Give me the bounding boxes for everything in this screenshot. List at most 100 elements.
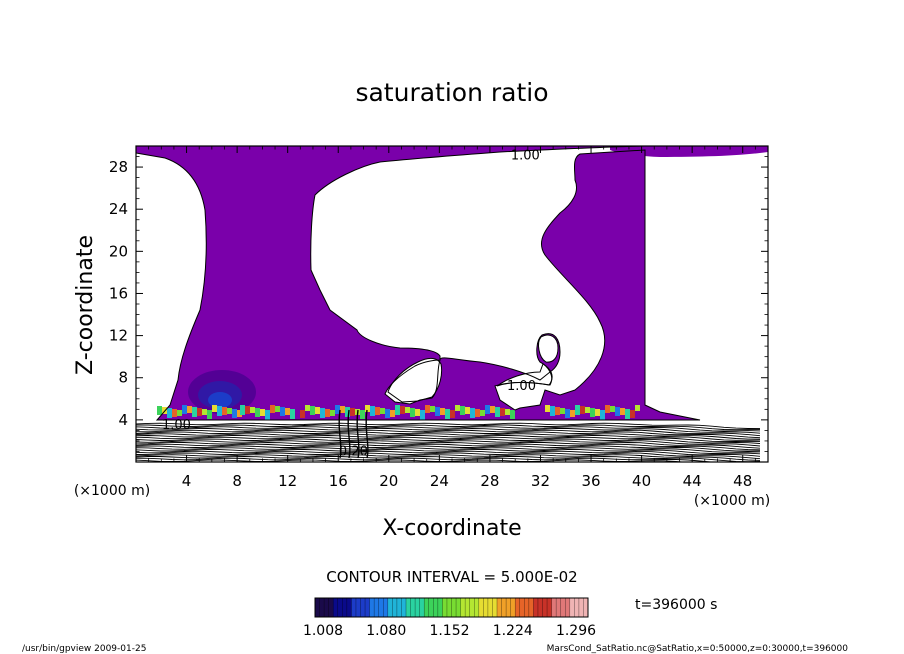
colorbar-cell (383, 598, 389, 617)
surface-shading-cell (237, 410, 242, 417)
contour-line (136, 422, 761, 429)
colorbar-tick-label: 1.224 (493, 623, 533, 639)
y-axis-label: Z-coordinate (73, 235, 98, 375)
surface-shading-cell (197, 408, 202, 416)
surface-shading-cell (510, 410, 515, 419)
surface-shading-cell (207, 410, 212, 419)
surface-shading-cell (400, 406, 405, 414)
colorbar-cell (478, 598, 484, 617)
colorbar-cell (446, 598, 452, 617)
x-tick-label: 40 (632, 472, 651, 490)
colorbar-cell (428, 598, 434, 617)
contour-line (136, 428, 761, 434)
surface-shading-cell (490, 406, 495, 413)
y-tick-label: 20 (109, 242, 128, 260)
surface-shading-cell (370, 406, 375, 416)
colorbar-cell (460, 598, 466, 617)
surface-shading-cell (202, 409, 207, 415)
surface-shading-cell (315, 407, 320, 414)
surface-shading-cell (605, 405, 610, 413)
contour-line (136, 452, 761, 460)
colorbar-cell (519, 598, 525, 617)
surface-shading-cell (565, 409, 570, 418)
surface-shading-cell (405, 407, 410, 413)
surface-shading-cell (177, 410, 182, 416)
surface-shading-cell (480, 410, 485, 416)
colorbar-cell (497, 598, 503, 617)
colorbar-cell (442, 598, 448, 617)
y-tick-label: 12 (109, 327, 128, 345)
surface-shading-cell (475, 409, 480, 417)
contour-line (365, 409, 369, 459)
surface-shading-cell (245, 406, 250, 414)
x-tick-label: 20 (379, 472, 398, 490)
surface-shading-cell (325, 409, 330, 417)
contour-line (136, 429, 761, 437)
surface-shading-cell (345, 407, 350, 417)
surface-shading-cell (285, 408, 290, 415)
surface-shading-cell (232, 409, 237, 418)
surface-shading-cell (350, 408, 355, 416)
contour-line (136, 435, 761, 441)
colorbar-cell (533, 598, 539, 617)
contour-labels: 1.00 1.00 1.00 0.20 (162, 148, 540, 459)
surface-shading-cell (335, 405, 340, 414)
surface-shading-cell (280, 407, 285, 416)
shading-core-inner (208, 392, 232, 408)
colorbar-cell (574, 598, 580, 617)
colorbar-cell (374, 598, 380, 617)
surface-shading-cell (495, 407, 500, 417)
x-axis-label: X-coordinate (382, 516, 521, 541)
surface-shading-cell (187, 406, 192, 413)
supersaturation-region-top-right (610, 146, 768, 157)
contour-line-1.00 (136, 146, 701, 421)
surface-shading-cell (375, 407, 380, 415)
colorbar-cell (510, 598, 516, 617)
colorbar-cell (351, 598, 357, 617)
colorbar-cell (451, 598, 457, 617)
surface-shading-cell (192, 407, 197, 417)
y-tick-label: 16 (109, 284, 128, 302)
surface-shading-cell (550, 406, 555, 416)
surface-shading-cell (440, 408, 445, 415)
chart-title: saturation ratio (355, 78, 548, 107)
colorbar-tick-label: 1.008 (303, 623, 343, 639)
footer-program: /usr/bin/gpview 2009-01-25 (22, 644, 146, 654)
colorbar-ticks: 1.008 1.080 1.152 1.224 1.296 (303, 623, 596, 639)
contour-label: 1.00 (162, 418, 191, 433)
colorbar-tick-label: 1.152 (429, 623, 469, 639)
contour-line (136, 454, 761, 461)
colorbar-cell (410, 598, 416, 617)
surface-shading-cell (240, 405, 245, 415)
colorbar-cell (406, 598, 412, 617)
surface-shading-cell (385, 409, 390, 418)
surface-shading-cell (410, 408, 415, 417)
surface-shading-cell (212, 405, 217, 412)
colorbar-frame (314, 597, 589, 618)
colorbar-cell (487, 598, 493, 617)
surface-shading-cell (450, 410, 455, 418)
colorbar-cell (469, 598, 475, 617)
colorbar-cell (419, 598, 425, 617)
subsaturated-hole-small (538, 334, 559, 363)
colorbar-cell (583, 598, 589, 617)
colorbar-cell (483, 598, 489, 617)
surface-shading-cell (585, 407, 590, 413)
x-tick-label: 44 (683, 472, 702, 490)
surface-shading-cell (365, 405, 370, 412)
subsaturated-region-right (645, 160, 768, 420)
colorbar-cell (415, 598, 421, 617)
surface-shading-cell (485, 405, 490, 414)
surface-shading-cell (330, 410, 335, 416)
surface-shading-cell (310, 406, 315, 415)
surface-shading-cell (340, 406, 345, 413)
colorbar-cell (492, 598, 498, 617)
colorbar-cell (474, 598, 480, 617)
surface-shading-cell (500, 408, 505, 416)
colorbar-cell (392, 598, 398, 617)
surface-shading-cell (580, 406, 585, 414)
colorbar-cell (424, 598, 430, 617)
surface-shading-cell (460, 406, 465, 415)
surface-shading-cell (290, 409, 295, 419)
surface-shading-cell (275, 406, 280, 412)
